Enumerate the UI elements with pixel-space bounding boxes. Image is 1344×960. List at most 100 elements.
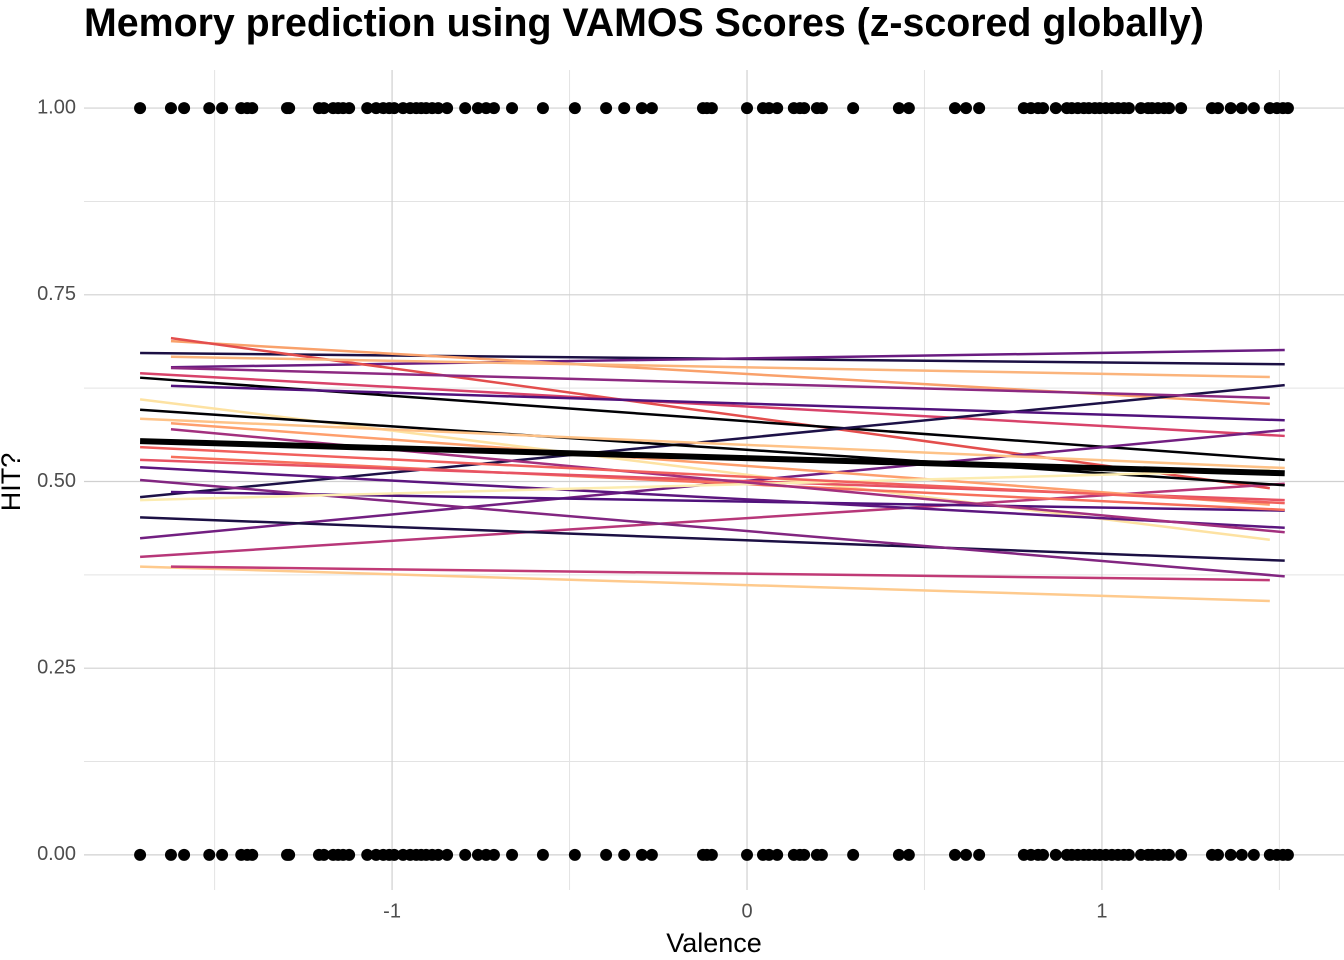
data-point bbox=[1247, 848, 1260, 861]
data-point bbox=[705, 102, 718, 115]
trend-line bbox=[170, 355, 1270, 379]
data-point bbox=[506, 848, 519, 861]
x-tick-label: 1 bbox=[1096, 900, 1107, 922]
data-point bbox=[973, 102, 986, 115]
data-point bbox=[1235, 102, 1248, 115]
data-point bbox=[1247, 102, 1260, 115]
data-point bbox=[1224, 848, 1237, 861]
trend-line bbox=[139, 408, 1285, 487]
data-point bbox=[432, 848, 445, 861]
trend-line bbox=[140, 371, 1285, 438]
trend-line bbox=[170, 384, 1285, 422]
trend-line bbox=[170, 366, 1270, 400]
trend-line bbox=[139, 438, 1285, 477]
data-point bbox=[283, 848, 296, 861]
data-point bbox=[164, 848, 177, 861]
trend-line bbox=[170, 565, 1270, 582]
data-point bbox=[568, 848, 581, 861]
y-tick-label: 0.25 bbox=[37, 656, 76, 678]
data-point bbox=[798, 102, 811, 115]
data-point bbox=[361, 848, 374, 861]
data-point bbox=[343, 848, 356, 861]
data-point bbox=[645, 848, 658, 861]
data-point bbox=[388, 102, 401, 115]
data-point bbox=[798, 848, 811, 861]
data-point bbox=[388, 848, 401, 861]
data-point bbox=[618, 848, 631, 861]
data-point bbox=[892, 848, 905, 861]
data-point bbox=[203, 848, 216, 861]
data-point bbox=[1037, 102, 1050, 115]
data-point bbox=[203, 102, 216, 115]
data-point bbox=[568, 102, 581, 115]
data-point bbox=[892, 102, 905, 115]
data-point bbox=[216, 102, 229, 115]
data-point bbox=[246, 848, 259, 861]
data-point bbox=[1049, 102, 1062, 115]
trend-line bbox=[140, 469, 1270, 502]
data-point bbox=[1212, 102, 1224, 115]
x-axis-title: Valence bbox=[666, 928, 762, 958]
data-point bbox=[536, 848, 549, 861]
data-point bbox=[645, 102, 658, 115]
data-point bbox=[948, 848, 961, 861]
data-point bbox=[635, 848, 648, 861]
trend-line bbox=[140, 565, 1270, 603]
plot-area bbox=[134, 102, 1294, 861]
data-point bbox=[618, 102, 631, 115]
trend-line bbox=[140, 445, 1285, 505]
data-point bbox=[815, 102, 828, 115]
data-point bbox=[600, 102, 613, 115]
data-point bbox=[960, 848, 972, 861]
data-point bbox=[441, 102, 454, 115]
trend-line bbox=[140, 417, 1285, 470]
data-point bbox=[1175, 102, 1188, 115]
data-point bbox=[178, 848, 191, 861]
data-point bbox=[741, 848, 754, 861]
data-point bbox=[459, 102, 472, 115]
data-point bbox=[847, 102, 860, 115]
data-point bbox=[487, 102, 500, 115]
y-tick-label: 0.00 bbox=[37, 843, 76, 865]
data-point bbox=[1175, 848, 1188, 861]
y-tick-label: 0.75 bbox=[37, 283, 76, 305]
data-point bbox=[134, 848, 147, 861]
data-point bbox=[487, 848, 500, 861]
data-point bbox=[216, 848, 229, 861]
data-point bbox=[246, 102, 259, 115]
chart-title: Memory prediction using VAMOS Scores (z-… bbox=[84, 1, 1204, 45]
data-point bbox=[283, 102, 296, 115]
data-point bbox=[459, 848, 472, 861]
y-tick-label: 1.00 bbox=[37, 96, 76, 118]
trend-line bbox=[170, 421, 1270, 506]
y-tick-label: 0.50 bbox=[37, 470, 76, 492]
data-point bbox=[178, 102, 191, 115]
trend-line bbox=[139, 482, 1285, 559]
data-point bbox=[506, 102, 519, 115]
data-point bbox=[317, 848, 330, 861]
data-point bbox=[343, 102, 356, 115]
data-point bbox=[317, 102, 330, 115]
data-point bbox=[134, 102, 147, 115]
data-point bbox=[847, 848, 860, 861]
data-point bbox=[948, 102, 961, 115]
x-tick-label: -1 bbox=[383, 900, 401, 922]
data-point bbox=[1224, 102, 1237, 115]
data-point bbox=[815, 848, 828, 861]
data-point bbox=[973, 848, 986, 861]
data-point bbox=[960, 102, 972, 115]
trend-line bbox=[140, 516, 1285, 562]
data-point bbox=[1235, 848, 1248, 861]
data-point bbox=[361, 102, 374, 115]
data-point bbox=[902, 848, 915, 861]
trend-line bbox=[140, 466, 1285, 530]
data-point bbox=[1281, 848, 1294, 861]
x-tick-label: 0 bbox=[741, 900, 752, 922]
data-point bbox=[441, 848, 454, 861]
data-point bbox=[1163, 102, 1176, 115]
data-point bbox=[635, 102, 648, 115]
data-point bbox=[1049, 848, 1062, 861]
data-point bbox=[1122, 848, 1135, 861]
data-point bbox=[741, 102, 754, 115]
